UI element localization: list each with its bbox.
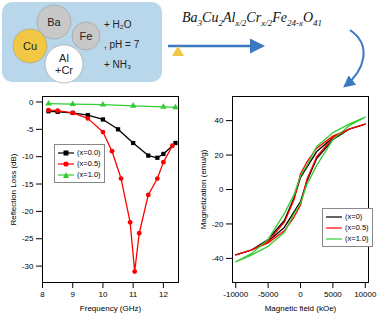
svg-text:, pH = 7: , pH = 7 <box>104 39 140 50</box>
svg-text:-30: -30 <box>22 262 34 271</box>
svg-text:Cu: Cu <box>23 40 37 52</box>
svg-text:0: 0 <box>29 98 34 107</box>
svg-text:0: 0 <box>219 185 224 194</box>
svg-text:40: 40 <box>215 116 224 125</box>
svg-text:9: 9 <box>70 290 75 299</box>
svg-text:-20: -20 <box>22 207 34 216</box>
svg-text:10000: 10000 <box>354 290 377 299</box>
svg-text:-40: -40 <box>212 254 224 263</box>
svg-text:10: 10 <box>98 290 107 299</box>
html-text:(x=0.0): (x=0.0) <box>77 148 101 157</box>
svg-text:-5: -5 <box>26 125 34 134</box>
svg-text:Reflection Loss (dB): Reflection Loss (dB) <box>9 153 18 225</box>
svg-text:Fe: Fe <box>80 30 93 42</box>
svg-text:-20: -20 <box>212 220 224 229</box>
svg-text:20: 20 <box>215 151 224 160</box>
svg-text:8: 8 <box>40 290 45 299</box>
svg-text:+ H₂O: + H₂O <box>104 19 132 30</box>
svg-text:Al: Al <box>59 52 69 64</box>
svg-text:Magnetization (emu/g): Magnetization (emu/g) <box>199 149 208 229</box>
html-text:(x=1.0): (x=1.0) <box>77 170 101 179</box>
svg-text:Ba3Cu2Alx/2Crx/2Fe24-xO41: Ba3Cu2Alx/2Crx/2Fe24-xO41 <box>182 10 322 28</box>
svg-text:Ba: Ba <box>47 16 61 28</box>
html-text:(x=0.5): (x=0.5) <box>77 159 101 168</box>
svg-text:+Cr: +Cr <box>55 64 73 76</box>
html-text:(x=0.5): (x=0.5) <box>345 223 369 232</box>
svg-text:-15: -15 <box>22 180 34 189</box>
svg-text:+ NH₃: + NH₃ <box>104 59 131 70</box>
html-text:(x=1.0): (x=1.0) <box>345 234 369 243</box>
svg-text:5000: 5000 <box>324 290 342 299</box>
svg-text:12: 12 <box>159 290 168 299</box>
svg-text:Frequency (GHz): Frequency (GHz) <box>80 304 142 313</box>
svg-text:0: 0 <box>298 290 303 299</box>
html-text:(x=0): (x=0) <box>345 212 363 221</box>
svg-text:-25: -25 <box>22 234 34 243</box>
svg-text:-10: -10 <box>22 152 34 161</box>
svg-text:Magnetic field (kOe): Magnetic field (kOe) <box>265 304 337 313</box>
svg-text:-10000: -10000 <box>223 290 248 299</box>
svg-text:-5000: -5000 <box>258 290 279 299</box>
svg-text:11: 11 <box>129 290 138 299</box>
